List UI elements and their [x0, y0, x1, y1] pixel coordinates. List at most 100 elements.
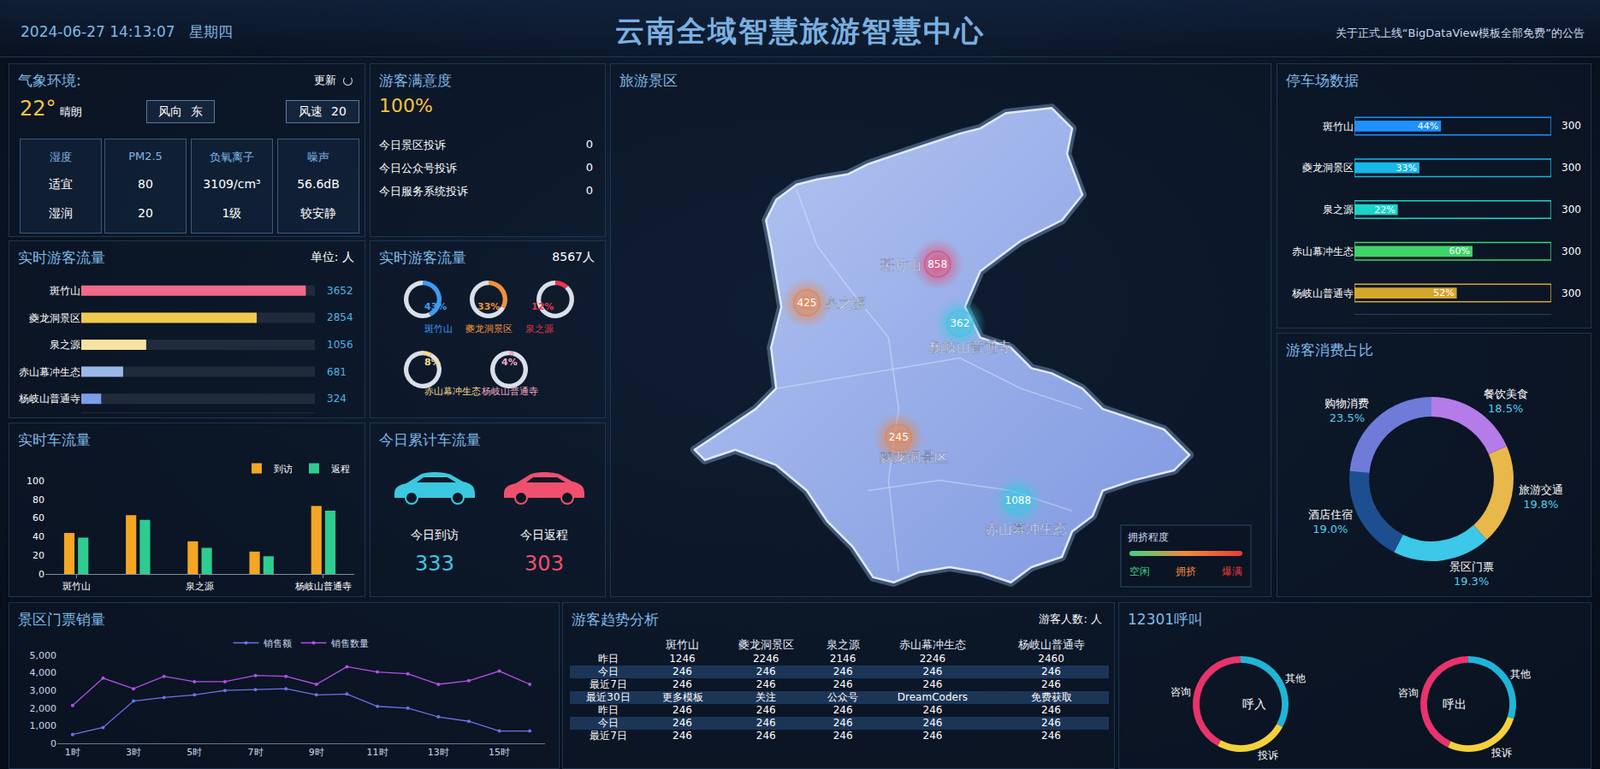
svg-text:拥挤: 拥挤 — [1175, 565, 1197, 578]
svg-text:拥挤程度: 拥挤程度 — [1127, 531, 1169, 544]
html-text:22°晴朗: 22°晴朗 — [19, 96, 82, 121]
svg-text:60: 60 — [32, 512, 45, 524]
svg-text:夔龙洞景区: 夔龙洞景区 — [879, 449, 949, 466]
svg-text:咨询: 咨询 — [1398, 687, 1419, 700]
svg-text:赤山幕冲生态: 赤山幕冲生态 — [984, 521, 1067, 538]
svg-text:7时: 7时 — [248, 746, 264, 759]
svg-text:5时: 5时 — [186, 746, 202, 759]
svg-text:362: 362 — [949, 317, 970, 330]
svg-text:销售额: 销售额 — [262, 638, 292, 650]
svg-text:到访: 到访 — [273, 463, 293, 475]
svg-text:夔龙洞景区: 夔龙洞景区 — [29, 312, 81, 325]
html-text:100%: 100% — [379, 94, 433, 117]
svg-text:夔龙洞景区: 夔龙洞景区 — [465, 323, 513, 335]
svg-text:1088: 1088 — [1005, 494, 1032, 507]
svg-text:33%: 33% — [1395, 162, 1417, 174]
svg-text:11时: 11时 — [367, 746, 389, 759]
svg-text:4,000: 4,000 — [29, 667, 58, 679]
svg-text:呼出: 呼出 — [1442, 697, 1467, 712]
svg-text:餐饮美食18.5%: 餐饮美食18.5% — [1483, 387, 1529, 415]
svg-text:爆满: 爆满 — [1221, 565, 1243, 578]
svg-text:2854: 2854 — [326, 311, 354, 324]
svg-text:0: 0 — [38, 568, 45, 581]
svg-text:681: 681 — [326, 366, 347, 379]
html-text:云南全域智慧旅游智慧中心: 云南全域智慧旅游智慧中心 — [615, 13, 985, 48]
svg-text:52%: 52% — [1433, 287, 1454, 299]
svg-text:泉之源: 泉之源 — [185, 580, 214, 593]
svg-text:300: 300 — [1561, 161, 1582, 174]
svg-text:景区门票19.3%: 景区门票19.3% — [1449, 560, 1494, 588]
svg-text:空闲: 空闲 — [1129, 565, 1150, 578]
html-text:333: 333 — [415, 551, 455, 576]
svg-text:12%: 12% — [531, 301, 554, 313]
svg-text:20: 20 — [32, 550, 45, 562]
svg-text:40: 40 — [32, 531, 45, 543]
svg-text:投诉: 投诉 — [1490, 746, 1512, 759]
svg-text:9时: 9时 — [308, 746, 325, 759]
svg-text:1056: 1056 — [326, 338, 354, 351]
svg-text:60%: 60% — [1449, 245, 1470, 257]
svg-text:赤山幕冲生态: 赤山幕冲生态 — [1291, 245, 1354, 258]
svg-text:斑竹山: 斑竹山 — [49, 284, 81, 297]
svg-text:杨岐山普通寺: 杨岐山普通寺 — [1291, 287, 1354, 300]
svg-text:33%: 33% — [477, 301, 500, 313]
svg-text:80: 80 — [32, 494, 45, 506]
svg-text:425: 425 — [797, 296, 818, 309]
svg-text:旅游交通19.8%: 旅游交通19.8% — [1518, 483, 1564, 511]
svg-text:斑竹山: 斑竹山 — [1322, 120, 1354, 133]
svg-text:3652: 3652 — [326, 284, 354, 297]
svg-text:22%: 22% — [1374, 204, 1395, 216]
html-text:2024-06-27 14:13:07 星期四: 2024-06-27 14:13:07 星期四 — [20, 23, 233, 41]
svg-text:杨岐山普通寺: 杨岐山普通寺 — [928, 338, 1012, 356]
svg-text:其他: 其他 — [1285, 672, 1306, 685]
svg-text:销售数量: 销售数量 — [330, 638, 369, 650]
svg-text:300: 300 — [1561, 119, 1582, 132]
svg-text:0: 0 — [50, 738, 57, 750]
svg-text:858: 858 — [927, 258, 948, 271]
svg-text:100: 100 — [26, 475, 45, 487]
svg-text:泉之源: 泉之源 — [1322, 203, 1354, 216]
svg-text:斑竹山: 斑竹山 — [880, 256, 922, 273]
svg-text:15时: 15时 — [488, 746, 510, 759]
svg-text:5,000: 5,000 — [29, 650, 58, 662]
svg-text:杨岐山普通寺: 杨岐山普通寺 — [17, 392, 81, 405]
svg-text:杨岐山普通寺: 杨岐山普通寺 — [294, 580, 352, 593]
svg-text:赤山幕冲生态: 赤山幕冲生态 — [424, 385, 481, 398]
html-text:12301呼叫: 12301呼叫 — [1127, 610, 1204, 629]
svg-text:1时: 1时 — [65, 746, 81, 759]
svg-text:324: 324 — [326, 392, 347, 405]
svg-text:44%: 44% — [1417, 120, 1439, 132]
svg-text:斑竹山: 斑竹山 — [424, 323, 453, 335]
svg-text:投诉: 投诉 — [1256, 749, 1279, 762]
svg-text:酒店住宿19.0%: 酒店住宿19.0% — [1308, 508, 1353, 536]
svg-text:泉之源: 泉之源 — [49, 338, 81, 351]
html-text:实时游客流量: 实时游客流量 — [379, 248, 467, 267]
svg-text:300: 300 — [1561, 203, 1582, 216]
svg-text:245: 245 — [888, 431, 909, 444]
html-text:实时游客流量: 实时游客流量 — [17, 248, 106, 267]
svg-text:咨询: 咨询 — [1170, 686, 1192, 699]
svg-text:2,000: 2,000 — [29, 703, 58, 715]
html-text:景区门票销量: 景区门票销量 — [17, 610, 106, 629]
svg-text:4%: 4% — [501, 356, 518, 368]
html-text:游客趋势分析: 游客趋势分析 — [571, 610, 659, 629]
svg-text:呼入: 呼入 — [1242, 697, 1267, 712]
svg-text:泉之源: 泉之源 — [824, 295, 866, 312]
svg-text:夔龙洞景区: 夔龙洞景区 — [1302, 161, 1354, 174]
svg-text:8%: 8% — [424, 356, 441, 368]
svg-text:300: 300 — [1561, 287, 1582, 300]
svg-text:泉之源: 泉之源 — [525, 323, 554, 335]
svg-text:购物消费23.5%: 购物消费23.5% — [1324, 397, 1369, 425]
svg-text:斑竹山: 斑竹山 — [62, 580, 91, 593]
svg-text:赤山幕冲生态: 赤山幕冲生态 — [18, 366, 81, 379]
svg-text:3,000: 3,000 — [29, 685, 58, 697]
svg-text:300: 300 — [1561, 245, 1582, 258]
svg-text:返程: 返程 — [331, 463, 350, 475]
svg-text:1,000: 1,000 — [29, 720, 58, 732]
svg-text:43%: 43% — [424, 301, 447, 313]
svg-text:13时: 13时 — [427, 746, 450, 759]
svg-text:其他: 其他 — [1510, 668, 1531, 681]
svg-text:3时: 3时 — [125, 746, 142, 759]
html-text:303: 303 — [524, 551, 564, 576]
svg-text:杨岐山普通寺: 杨岐山普通寺 — [480, 385, 539, 398]
